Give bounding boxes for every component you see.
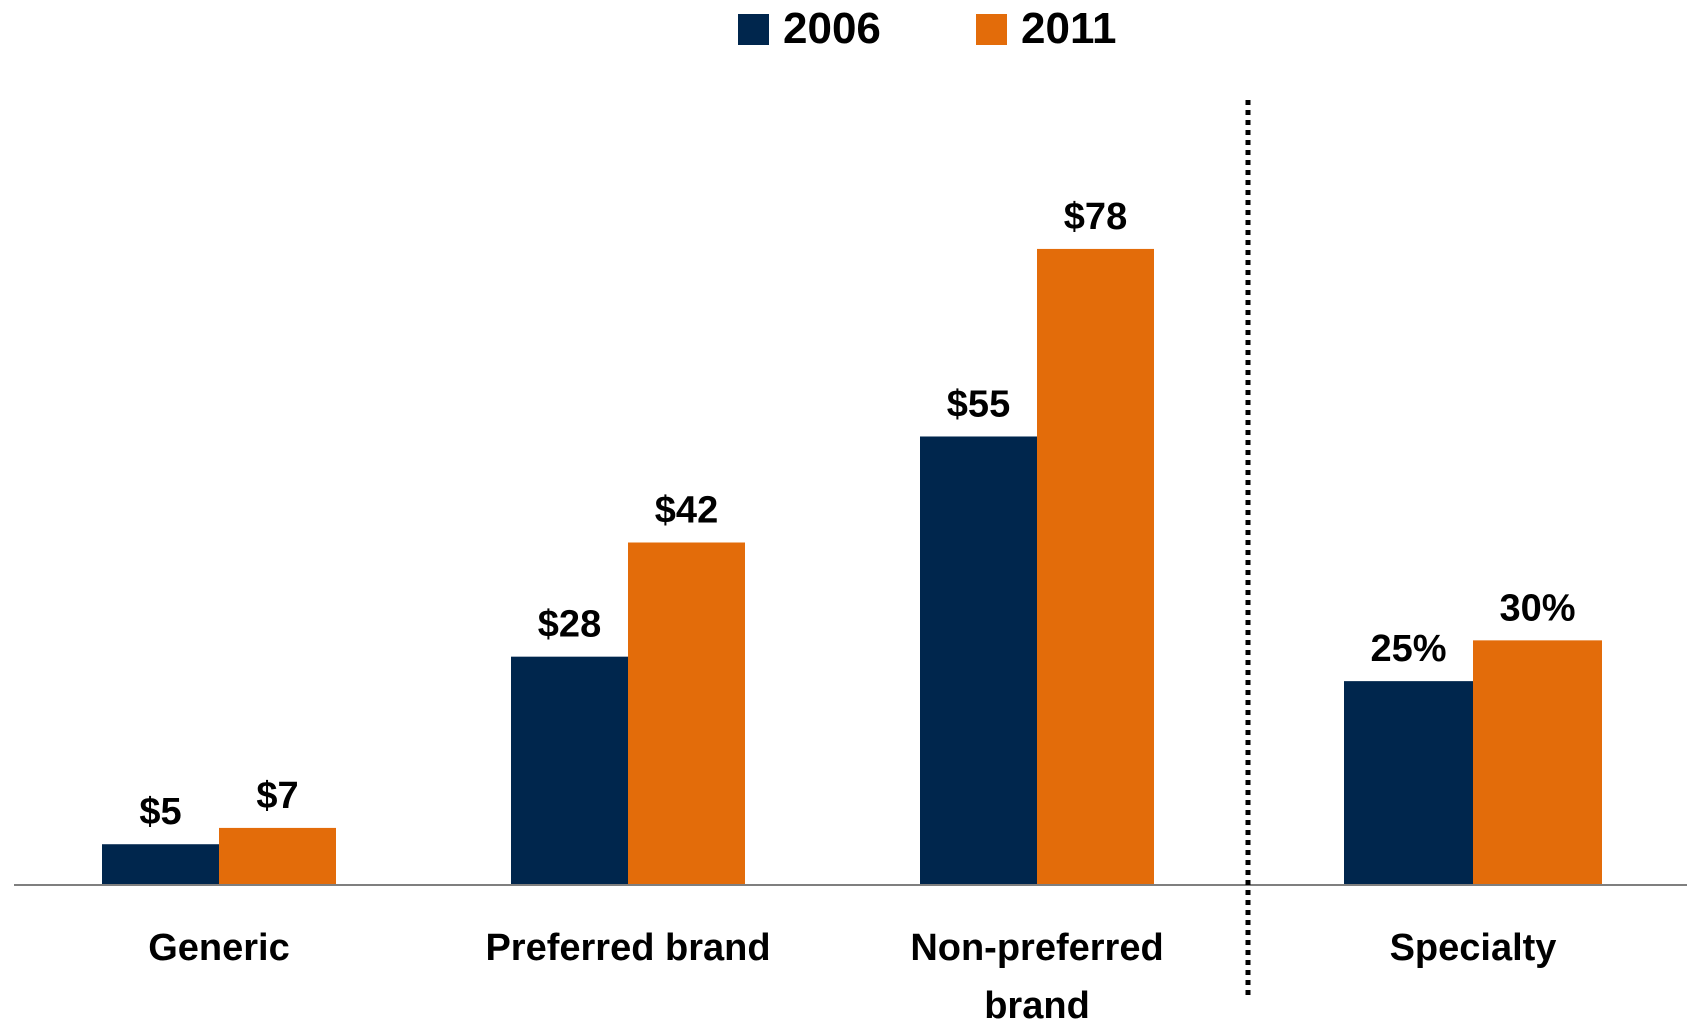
bar-coinsurance-0-2006 [1344, 681, 1473, 885]
value-label-copay-0-2011: $7 [256, 775, 298, 817]
legend-swatch-2011 [976, 14, 1007, 45]
bar-copay-2-2006 [920, 436, 1037, 885]
legend-label-2006: 2006 [783, 4, 881, 53]
bar-copay-2-2011 [1037, 248, 1154, 885]
value-label-copay-2-2006: $55 [947, 383, 1010, 425]
value-label-copay-0-2006: $5 [139, 791, 181, 833]
value-label-coinsurance-0-2011: 30% [1499, 587, 1575, 629]
legend-label-2011: 2011 [1021, 4, 1116, 53]
bars [102, 248, 1602, 885]
category-labels: Generic Preferred brand Non-preferred brand… [148, 927, 1556, 1025]
bar-copay-0-2011 [219, 827, 336, 885]
value-label-copay-2-2011: $78 [1064, 196, 1127, 238]
bar-copay-1-2006 [511, 656, 628, 885]
category-label-copay-2: Non-preferred [910, 927, 1163, 969]
value-label-copay-1-2006: $28 [538, 604, 601, 646]
value-label-coinsurance-0-2006: 25% [1370, 628, 1446, 670]
value-labels: $5 $7 $28 $42 $55 $78 25% 30% [139, 196, 1575, 833]
category-label-copay-2-line1: brand [984, 985, 1090, 1025]
category-label-coinsurance-0: Specialty [1390, 927, 1557, 969]
bar-coinsurance-0-2011 [1473, 640, 1602, 885]
legend: 2006 2011 [738, 4, 1116, 53]
category-label-copay-1: Preferred brand [485, 927, 770, 969]
value-label-copay-1-2011: $42 [655, 490, 718, 532]
bar-copay-1-2011 [628, 542, 745, 885]
bar-copay-0-2006 [102, 844, 219, 885]
category-label-copay-0: Generic [148, 927, 290, 969]
legend-swatch-2006 [738, 14, 769, 45]
